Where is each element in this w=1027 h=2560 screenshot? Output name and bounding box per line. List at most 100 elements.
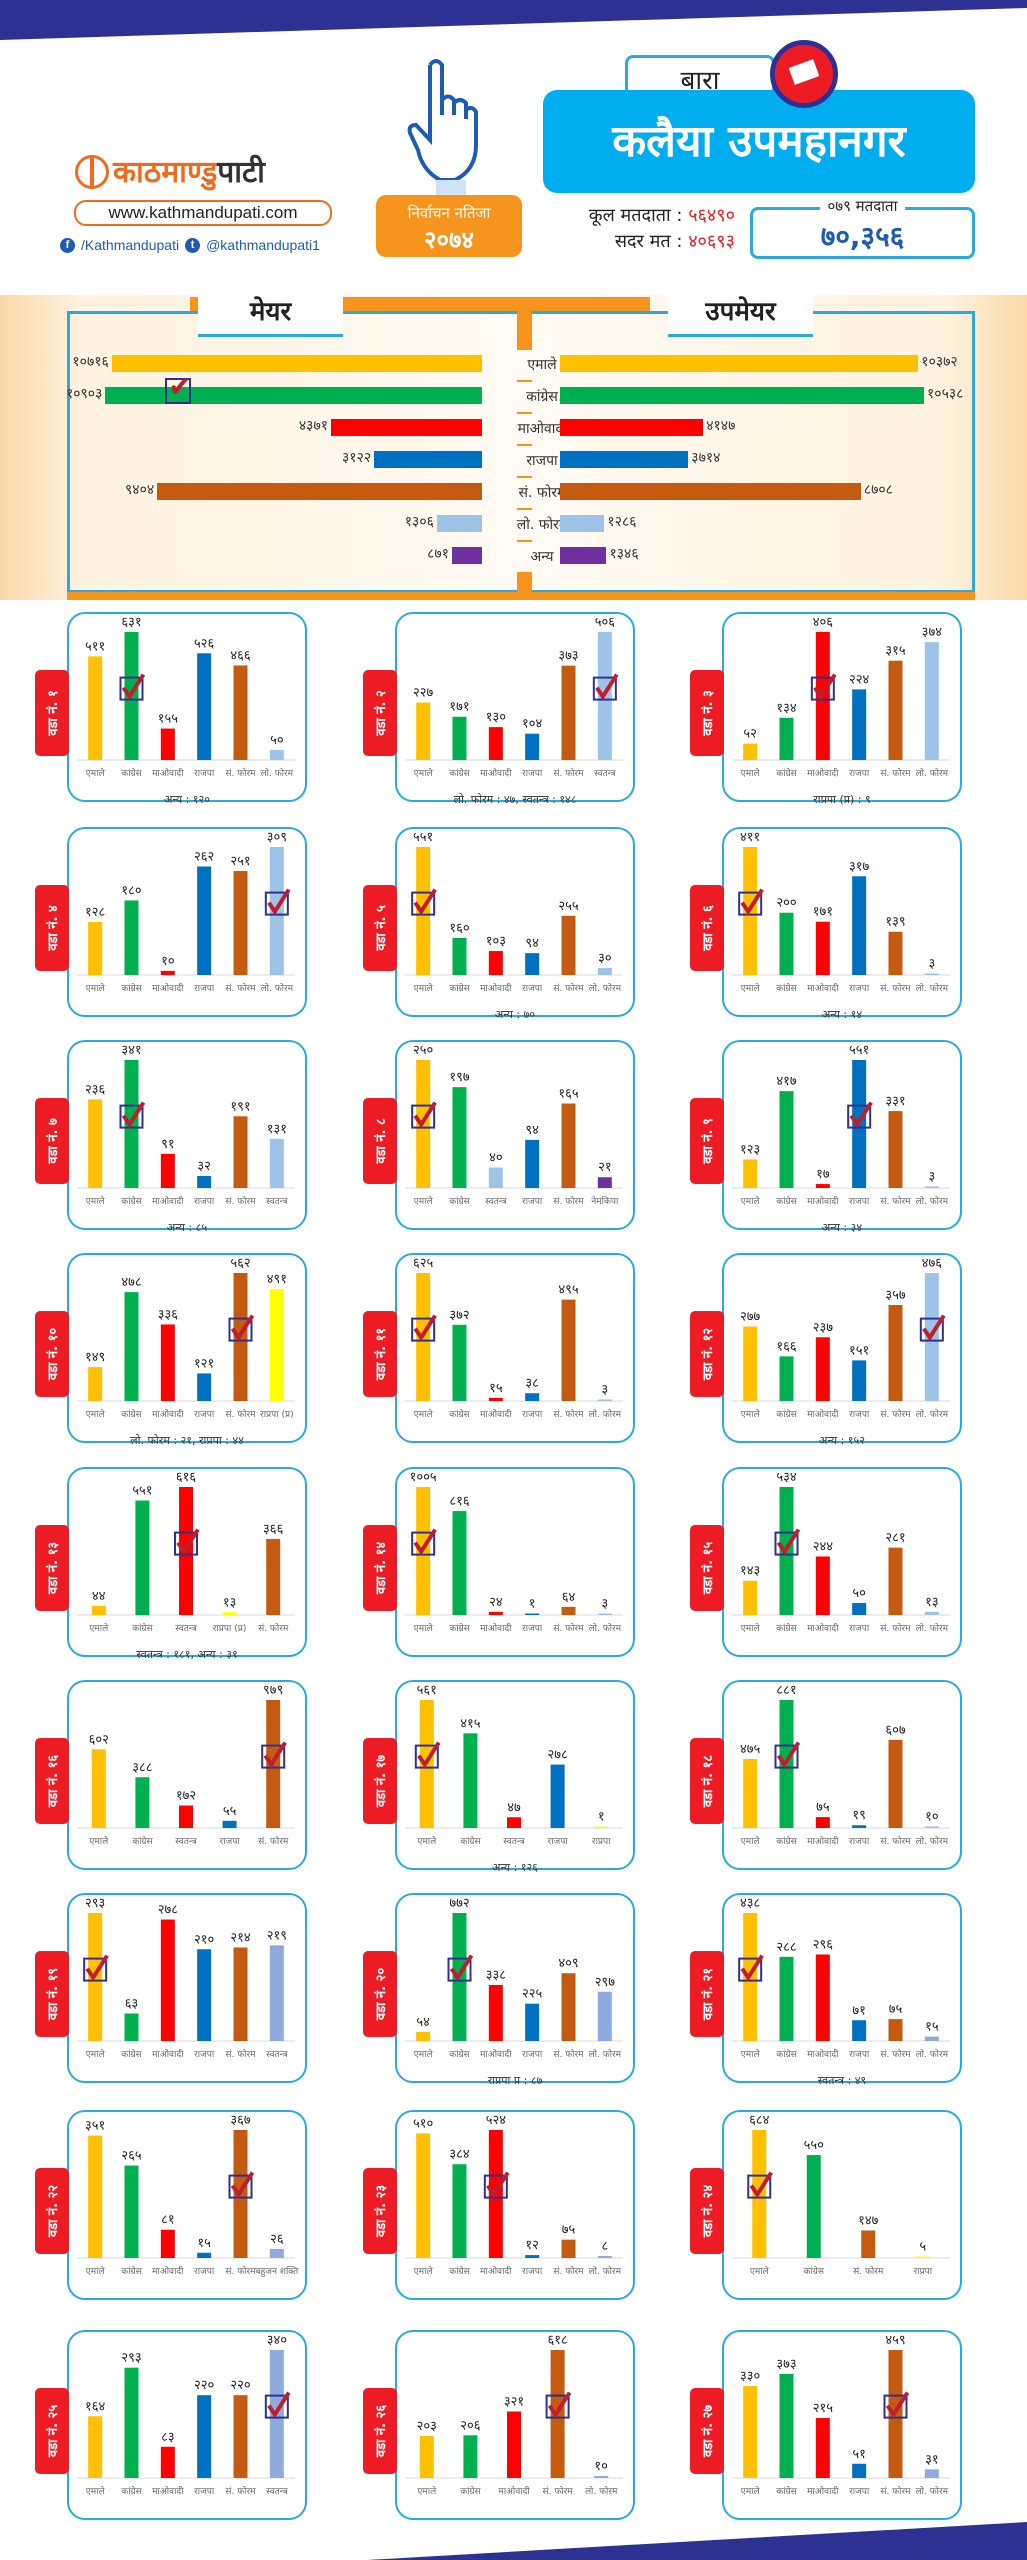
- ward-label: वडा नं. २०: [374, 1967, 389, 2021]
- ward-category-label: राजपा: [522, 984, 543, 994]
- ward-category-label: माओवादी: [152, 2048, 184, 2060]
- ward-bar-value-label: ४७५: [740, 1742, 761, 1757]
- ward-category-label: एमाले: [417, 2485, 437, 2497]
- ward-footnote: राप्रपा (प्र) : ९: [813, 793, 871, 806]
- ward-bar: [91, 1605, 106, 1615]
- ward-bar-value-label: ४९५: [558, 1283, 579, 1298]
- twitter-handle[interactable]: @kathmandupati1: [206, 237, 320, 253]
- ward-footnote: लो. फोरम : २१, राप्रपा : ४४: [130, 1434, 244, 1447]
- ward-label-tag: वडा नं. २०: [363, 1951, 397, 2037]
- ward-category-label: कांग्रेस: [776, 767, 797, 779]
- ward-bar-value-label: ६८४: [749, 2113, 770, 2128]
- ward-category-label: सं. फोरम: [880, 1622, 911, 1634]
- ward-bar: [852, 1360, 867, 1401]
- ward-chart-frame: [395, 1040, 635, 1230]
- ward-chart: वडा नं. ५ ५५१ एमाले १६० कांग्रेस १०३ माओवादी ९४…: [363, 827, 635, 1021]
- ward-bar: [888, 2019, 903, 2041]
- ward-bar: [266, 1538, 281, 1615]
- ward-bar-value-label: १५: [489, 1381, 503, 1396]
- ward-label: वडा नं. १९: [46, 1967, 61, 2021]
- ward-bar: [88, 921, 103, 975]
- ward-chart-frame: [395, 2110, 635, 2300]
- ward-bar: [888, 1547, 903, 1615]
- ward-bar-value-label: १४९: [85, 1350, 105, 1365]
- ward-chart: वडा नं. २५ १६४ एमाले २९३ कांग्रेस ८३ माओवादी २२…: [35, 2330, 307, 2520]
- ward-bar: [597, 1399, 612, 1401]
- ward-bar-value-label: २२४: [849, 672, 870, 687]
- ward-category-label: लो. फोरम: [589, 1622, 622, 1634]
- ward-category-label: स्वतन्त्र: [175, 1837, 198, 1847]
- election-result-badge: निर्वाचन नतिजा २०७४: [376, 195, 522, 257]
- ward-bar-value-label: १५: [925, 2020, 939, 2035]
- facebook-icon: f: [60, 237, 75, 253]
- ward-category-label: एमाले: [86, 2048, 106, 2060]
- ward-bar-chart: ५१० एमाले ३८४ कांग्रेस ५२४ माओवादी १२ राजपा ७५ सं…: [405, 2113, 623, 2277]
- ward-bar-value-label: १०४: [522, 717, 543, 732]
- ward-category-label: स्वतन्त्र: [266, 2050, 289, 2060]
- ward-bar-value-label: १०: [161, 954, 175, 969]
- ward-category-label: राजपा: [522, 2267, 543, 2277]
- ward-category-label: सं. फोरम: [225, 1195, 256, 1207]
- ward-label: वडा नं. ५: [374, 905, 389, 951]
- ward-bar: [924, 2469, 939, 2478]
- ward-category-label: राजपा: [522, 2050, 543, 2060]
- ward-bar-chart: १२८ एमाले १८० कांग्रेस १० माओवादी २६२ राजपा २५१ स…: [77, 830, 295, 994]
- ward-chart: वडा नं. १४ १००५ एमाले ८१६ कांग्रेस २४ माओवादी १…: [363, 1467, 635, 1657]
- ward-category-label: राप्रपा (प्र): [260, 1410, 294, 1420]
- ward-bar-value-label: २३७: [813, 1320, 834, 1335]
- ward-bar: [779, 1356, 794, 1401]
- ward-bar-value-label: ९४: [525, 936, 539, 951]
- mayor-bar: [111, 355, 482, 372]
- ward-category-label: राजपा: [849, 1197, 870, 1207]
- ward-bar-value-label: ५२४: [486, 2113, 507, 2128]
- ward-bar: [597, 2256, 612, 2258]
- facebook-handle[interactable]: /Kathmandupati: [81, 237, 180, 253]
- ward-bar-value-label: ३५१: [85, 2119, 105, 2134]
- ward-bar: [861, 2230, 876, 2258]
- ward-category-label: राजपा: [849, 1410, 870, 1420]
- winner-checkmark-icon: [738, 888, 764, 916]
- ward-bar: [233, 2395, 248, 2478]
- ward-category-label: लो. फोरम: [916, 1195, 949, 1207]
- ward-label-tag: वडा नं. २२: [35, 2168, 69, 2254]
- winner-checkmark-icon: [119, 1101, 146, 1129]
- ward-bar-value-label: १२१: [194, 1356, 214, 1371]
- ward-bar-value-label: १०: [925, 1810, 939, 1825]
- ward-bar-value-label: ५०: [270, 733, 284, 748]
- ward-bar: [222, 1612, 237, 1615]
- ward-category-label: सं. फोरम: [853, 2265, 884, 2277]
- ward-category-label: स्वतन्त्र: [485, 1197, 508, 1207]
- ward-bar: [561, 1973, 576, 2041]
- mayor-bar: [374, 451, 482, 468]
- ward-label: वडा नं. १८: [701, 1754, 716, 1808]
- website-link[interactable]: www.kathmandupati.com: [74, 200, 332, 226]
- ward-bar-value-label: ८८१: [776, 1683, 796, 1698]
- ward-category-label: एमाले: [741, 982, 761, 994]
- ward-bar-chart: २२७ एमाले १७१ कांग्रेस १३० माओवादी १०४ राजपा ३७३…: [405, 615, 623, 779]
- winner-checkmark-icon: [847, 1101, 873, 1129]
- ward-footnote: स्वतन्त्र : ४९: [817, 2074, 867, 2087]
- voter-stats: कूल मतदाता : ५६४९० सदर मत : ४०६९३: [535, 203, 735, 255]
- ward-bar-value-label: २१९: [267, 1928, 287, 1943]
- ward-category-label: कांग्रेस: [460, 1835, 481, 1847]
- ward-label: वडा नं. १४: [374, 1541, 389, 1595]
- ward-bar: [197, 2395, 212, 2478]
- ward-bar: [416, 2133, 431, 2258]
- ward-category-label: सं. फोरम: [880, 1195, 911, 1207]
- ward-label: वडा नं. १०: [46, 1327, 61, 1381]
- ward-bar-value-label: १३: [223, 1595, 237, 1610]
- ward-category-label: कांग्रेस: [449, 767, 470, 779]
- ward-bar-value-label: २५१: [230, 854, 250, 869]
- ward-category-label: एमाले: [750, 2265, 770, 2277]
- ward-label-tag: वडा नं. १३: [35, 1525, 69, 1611]
- ward-bar-value-label: ५२६: [194, 636, 215, 651]
- ward-category-label: लो. फोरम: [916, 1835, 949, 1847]
- ward-chart: वडा नं. १२ २७७ एमाले १६६ कांग्रेस २३७ माओवादी १…: [690, 1253, 962, 1447]
- ward-bar: [743, 1758, 758, 1828]
- ward-chart-frame: [722, 1893, 962, 2083]
- ward-bar-value-label: २९७: [595, 1975, 616, 1990]
- ward-label-tag: वडा नं. ५: [363, 885, 397, 971]
- winner-checkmark-icon: [592, 673, 619, 701]
- ward-bar: [924, 642, 939, 760]
- ward-bar: [507, 2411, 521, 2478]
